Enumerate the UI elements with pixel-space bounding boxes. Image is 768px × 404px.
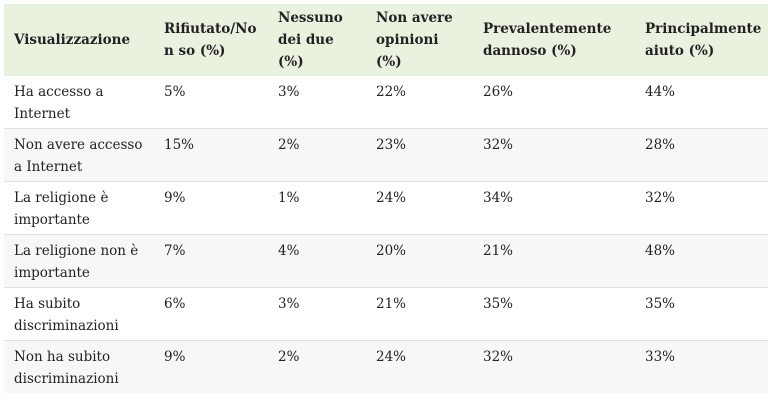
cell-nessuno: 3% — [278, 296, 300, 312]
row-label: Ha accesso a Internet — [14, 84, 104, 122]
header-principalmente-aiuto: Principalmente aiuto (%) — [645, 21, 762, 59]
table-row: Non ha subito discriminazioni 9% 2% 24% … — [4, 340, 768, 393]
cell-prevalentemente-dannoso: 32% — [483, 137, 514, 153]
cell-prevalentemente-dannoso: 35% — [483, 296, 514, 312]
table-row: Non avere accesso a Internet 15% 2% 23% … — [4, 128, 768, 182]
cell-nessuno: 4% — [278, 243, 300, 259]
row-label: Non ha subito discriminazioni — [14, 349, 119, 387]
cell-non-avere-opinioni: 23% — [376, 137, 407, 153]
header-non-avere-opinioni: Non avere opinioni (%) — [376, 10, 453, 70]
cell-nessuno: 2% — [278, 137, 300, 153]
table-row: Ha accesso a Internet 5% 3% 22% 26% 44% — [4, 76, 768, 129]
cell-nessuno: 2% — [278, 349, 300, 365]
cell-rifiutato: 5% — [164, 84, 186, 100]
cell-prevalentemente-dannoso: 34% — [483, 190, 514, 206]
cell-rifiutato: 9% — [164, 190, 186, 206]
header-nessuno: Nessuno dei due (%) — [278, 10, 343, 70]
cell-nessuno: 1% — [278, 190, 300, 206]
header-row: Visualizzazione Rifiutato/No n so (%) Ne… — [4, 4, 768, 76]
header-rifiutato: Rifiutato/No n so (%) — [164, 21, 257, 59]
cell-rifiutato: 7% — [164, 243, 186, 259]
cell-non-avere-opinioni: 22% — [376, 84, 407, 100]
table-row: La religione non è importante 7% 4% 20% … — [4, 234, 768, 288]
cell-principalmente-aiuto: 48% — [645, 243, 676, 259]
data-table-container: Visualizzazione Rifiutato/No n so (%) Ne… — [4, 4, 768, 393]
table-row: La religione è importante 9% 1% 24% 34% … — [4, 182, 768, 235]
table-body: Ha accesso a Internet 5% 3% 22% 26% 44% … — [4, 76, 768, 393]
cell-rifiutato: 6% — [164, 296, 186, 312]
cell-principalmente-aiuto: 33% — [645, 349, 676, 365]
cell-principalmente-aiuto: 35% — [645, 296, 676, 312]
header-visualizzazione: Visualizzazione — [14, 32, 131, 48]
cell-prevalentemente-dannoso: 26% — [483, 84, 514, 100]
row-label: La religione non è importante — [14, 243, 139, 281]
header-prevalentemente-dannoso: Prevalentemente dannoso (%) — [483, 21, 612, 59]
cell-non-avere-opinioni: 24% — [376, 190, 407, 206]
opinion-table: Visualizzazione Rifiutato/No n so (%) Ne… — [4, 4, 768, 393]
cell-non-avere-opinioni: 20% — [376, 243, 407, 259]
row-label: La religione è importante — [14, 190, 109, 228]
cell-principalmente-aiuto: 28% — [645, 137, 676, 153]
row-label: Non avere accesso a Internet — [14, 137, 143, 175]
cell-rifiutato: 9% — [164, 349, 186, 365]
cell-non-avere-opinioni: 21% — [376, 296, 407, 312]
cell-principalmente-aiuto: 32% — [645, 190, 676, 206]
cell-rifiutato: 15% — [164, 137, 195, 153]
table-header: Visualizzazione Rifiutato/No n so (%) Ne… — [4, 4, 768, 76]
cell-prevalentemente-dannoso: 21% — [483, 243, 514, 259]
cell-non-avere-opinioni: 24% — [376, 349, 407, 365]
cell-principalmente-aiuto: 44% — [645, 84, 676, 100]
cell-prevalentemente-dannoso: 32% — [483, 349, 514, 365]
cell-nessuno: 3% — [278, 84, 300, 100]
row-label: Ha subito discriminazioni — [14, 296, 119, 334]
table-row: Ha subito discriminazioni 6% 3% 21% 35% … — [4, 288, 768, 341]
